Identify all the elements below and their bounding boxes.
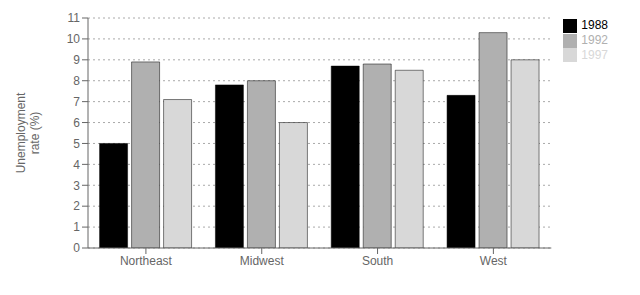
svg-text:6: 6 bbox=[73, 116, 80, 130]
html-text:1992: 1992 bbox=[581, 32, 608, 47]
html-text:1988: 1988 bbox=[581, 18, 608, 32]
html-text:1997: 1997 bbox=[581, 47, 608, 62]
svg-text:1: 1 bbox=[73, 220, 80, 234]
svg-text:10: 10 bbox=[67, 32, 81, 46]
svg-text:8: 8 bbox=[73, 74, 80, 88]
svg-text:Unemploymentrate (%): Unemploymentrate (%) bbox=[14, 92, 42, 173]
svg-text:7: 7 bbox=[73, 95, 80, 109]
svg-text:9: 9 bbox=[73, 53, 80, 67]
svg-text:Midwest: Midwest bbox=[240, 254, 285, 268]
svg-text:5: 5 bbox=[73, 137, 80, 151]
svg-text:2: 2 bbox=[73, 199, 80, 213]
svg-text:Northeast: Northeast bbox=[120, 254, 173, 268]
svg-text:11: 11 bbox=[68, 11, 81, 25]
svg-text:4: 4 bbox=[73, 158, 80, 172]
svg-text:3: 3 bbox=[73, 179, 80, 193]
svg-text:South: South bbox=[362, 254, 393, 268]
svg-text:West: West bbox=[480, 254, 508, 268]
svg-text:0: 0 bbox=[73, 241, 80, 255]
